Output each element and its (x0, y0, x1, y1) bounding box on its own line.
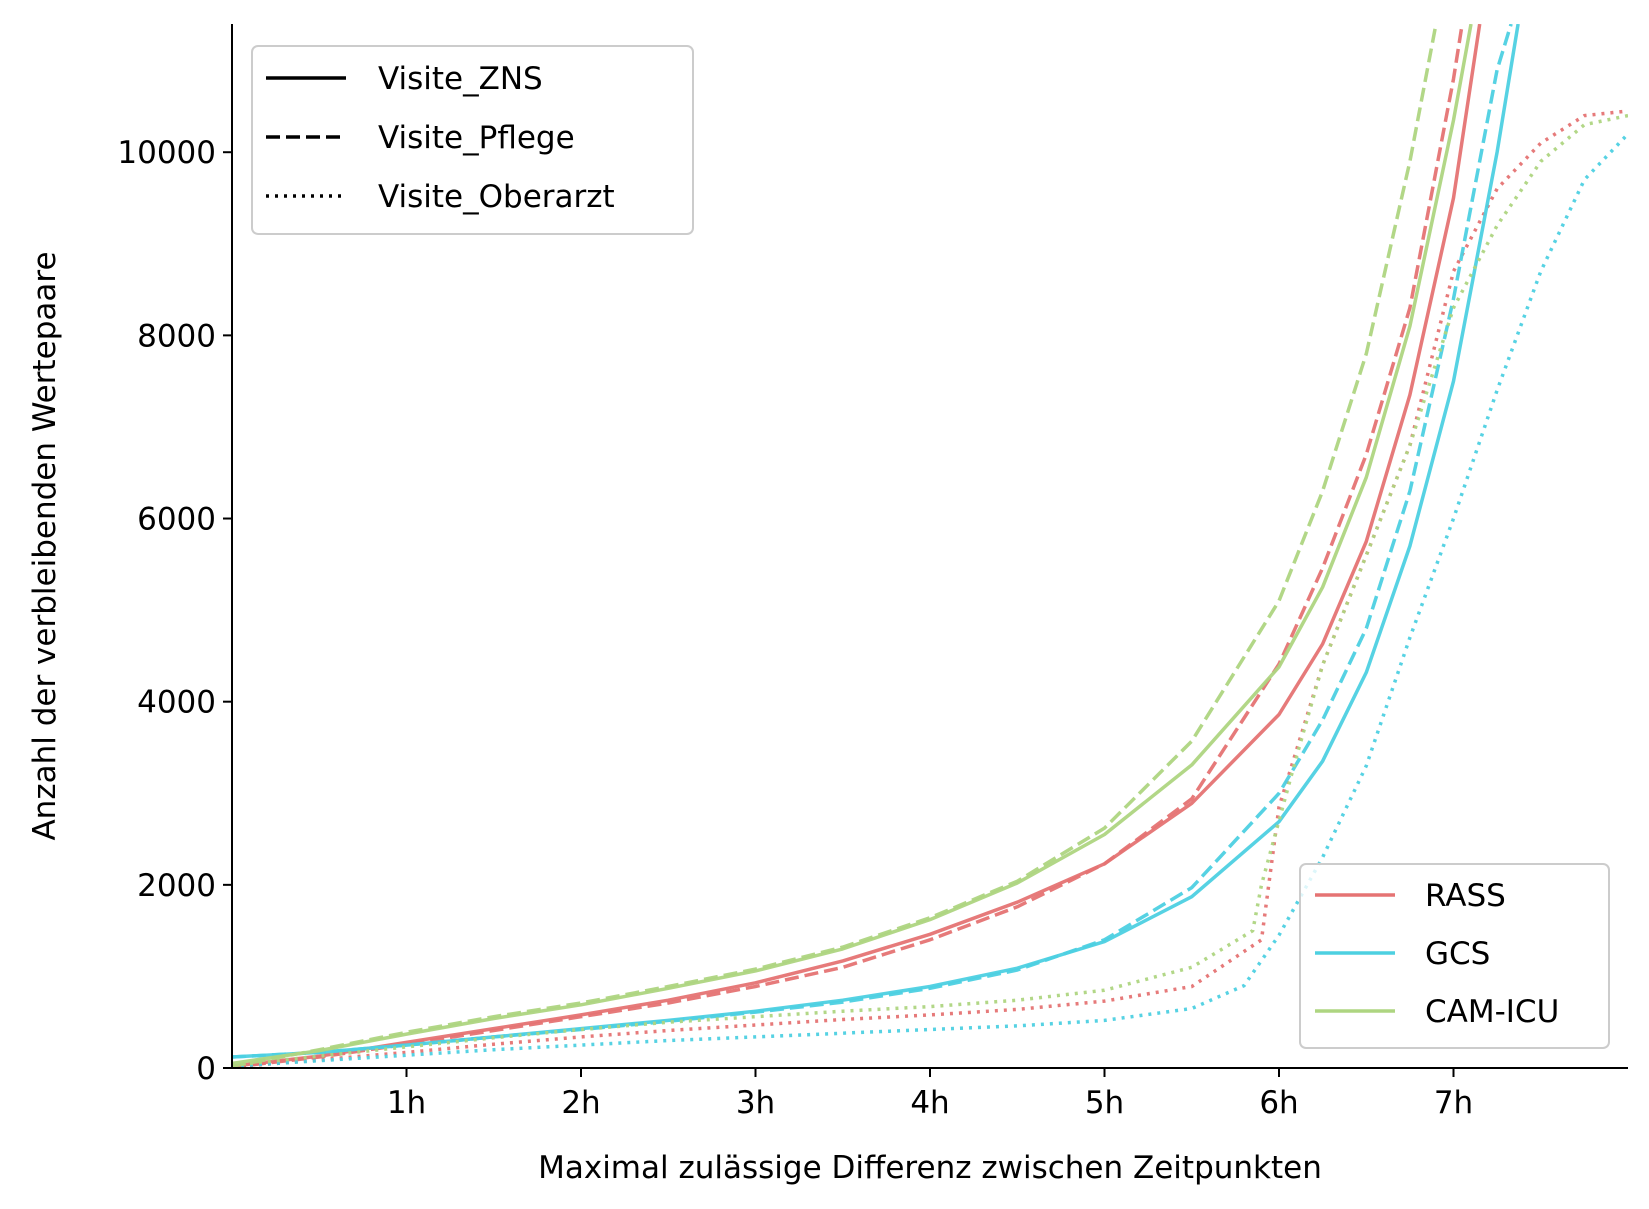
x-tick-label: 2h (561, 1085, 600, 1121)
color-legend: RASS GCS CAM-ICU (1299, 863, 1610, 1049)
x-tick-label: 4h (910, 1085, 949, 1121)
y-tick-label: 2000 (137, 868, 216, 904)
tick-layer: 1h 2h 3h 4h 5h 6h 7h 0 2000 4000 6000 8000 10000 (117, 135, 1473, 1121)
y-tick-label: 4000 (137, 685, 216, 721)
y-tick-label: 10000 (117, 135, 216, 171)
style-legend-box (251, 45, 694, 235)
series-layer (232, 24, 1628, 1068)
style-legend: Visite_ZNS Visite_Pflege Visite_Oberarzt (251, 45, 694, 235)
style-legend-label: Visite_ZNS (378, 61, 543, 97)
style-legend-label: Visite_Oberarzt (378, 179, 615, 215)
series-line-rass-visite-zns (232, 24, 1482, 1068)
x-tick-label: 6h (1259, 1085, 1298, 1121)
y-tick-label: 0 (196, 1051, 216, 1087)
x-axis-label: Maximal zulässige Differenz zwischen Zei… (538, 1150, 1322, 1186)
y-tick-label: 8000 (137, 318, 216, 354)
color-legend-label: RASS (1425, 878, 1506, 914)
x-tick-label: 1h (387, 1085, 426, 1121)
x-tick-label: 3h (736, 1085, 775, 1121)
y-tick-label: 6000 (137, 502, 216, 538)
color-legend-label: CAM-ICU (1425, 994, 1559, 1030)
series-line-rass-visite-pflege (232, 24, 1464, 1068)
x-tick-label: 5h (1085, 1085, 1124, 1121)
series-line-cam-icu-visite-pflege (232, 24, 1438, 1068)
y-axis-label: Anzahl der verbleibenden Wertepaare (27, 251, 63, 840)
x-tick-label: 7h (1434, 1085, 1473, 1121)
style-legend-label: Visite_Pflege (378, 120, 575, 156)
color-legend-box (1299, 863, 1610, 1049)
color-legend-label: GCS (1425, 936, 1490, 972)
series-line-rass-visite-oberarzt (232, 109, 1628, 1068)
